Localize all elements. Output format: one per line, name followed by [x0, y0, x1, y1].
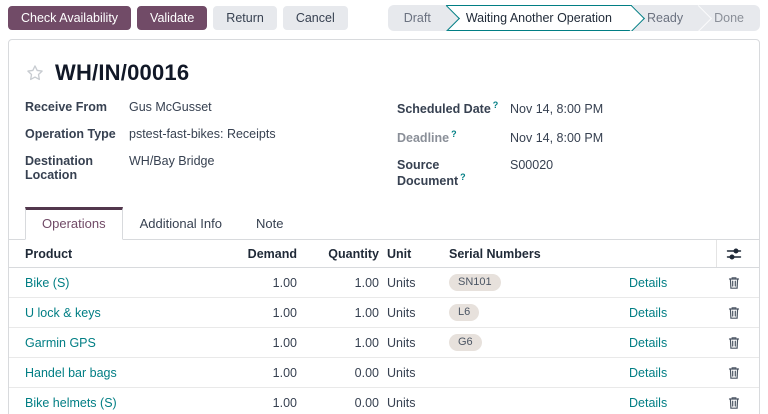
column-header-quantity[interactable]: Quantity	[328, 246, 379, 261]
help-icon[interactable]: ?	[460, 172, 466, 183]
table-body: Bike (S) 1.00 1.00 Units SN101 Details	[9, 268, 759, 414]
validate-button[interactable]: Validate	[137, 6, 208, 30]
status-step-done[interactable]: Done	[714, 11, 744, 25]
return-button[interactable]: Return	[213, 6, 277, 30]
tab-additional-info[interactable]: Additional Info	[139, 216, 222, 232]
column-header-unit[interactable]: Unit	[387, 246, 412, 261]
field-label: Deadline?	[397, 129, 457, 146]
tab-note[interactable]: Note	[256, 216, 284, 232]
unit-value: Units	[387, 365, 416, 380]
unit-value: Units	[387, 275, 416, 290]
field-deadline: Deadline? Nov 14, 8:00 PM	[397, 129, 743, 145]
status-pipeline: Draft Waiting Another Operation Ready Do…	[387, 5, 760, 31]
unit-value: Units	[387, 335, 416, 350]
table-row[interactable]: Handel bar bags 1.00 0.00 Units Details	[9, 358, 759, 389]
field-label: Destination Location	[25, 154, 94, 182]
favorite-star-icon[interactable]	[25, 63, 45, 83]
cancel-button[interactable]: Cancel	[282, 6, 348, 30]
product-link[interactable]: Bike (S)	[25, 275, 70, 290]
demand-value[interactable]: 1.00	[272, 365, 297, 380]
serial-number-badge[interactable]: L6	[449, 304, 480, 322]
delete-row-icon[interactable]	[716, 395, 751, 410]
field-label: Receive From	[25, 100, 107, 114]
status-step-draft[interactable]: Draft	[403, 11, 431, 25]
table-row[interactable]: Bike helmets (S) 1.00 0.00 Units Details	[9, 388, 759, 414]
product-link[interactable]: U lock & keys	[25, 305, 101, 320]
demand-value[interactable]: 1.00	[272, 275, 297, 290]
table-row[interactable]: Garmin GPS 1.00 1.00 Units G6 Details	[9, 328, 759, 359]
destination-location-value[interactable]: WH/Bay Bridge	[129, 154, 215, 168]
operations-table: Product Demand Quantity Unit Serial Numb…	[9, 240, 759, 414]
demand-value[interactable]: 1.00	[272, 305, 297, 320]
field-destination-location: Destination Location WH/Bay Bridge	[25, 154, 397, 182]
field-label: Source Document?	[397, 158, 466, 189]
field-scheduled-date: Scheduled Date? Nov 14, 8:00 PM	[397, 100, 743, 116]
delete-row-icon[interactable]	[716, 335, 751, 350]
top-action-bar: Check Availability Validate Return Cance…	[0, 0, 768, 37]
column-header-demand[interactable]: Demand	[247, 246, 297, 261]
field-source-document: Source Document? S00020	[397, 158, 743, 188]
unit-value: Units	[387, 395, 416, 410]
delete-row-icon[interactable]	[716, 275, 751, 290]
serial-number-badge[interactable]: G6	[449, 334, 482, 352]
delete-row-icon[interactable]	[716, 365, 751, 380]
field-receive-from: Receive From Gus McGusset	[25, 100, 397, 114]
column-header-product[interactable]: Product	[25, 246, 73, 261]
details-button[interactable]: Details	[629, 365, 668, 380]
field-label: Scheduled Date?	[397, 100, 499, 117]
product-link[interactable]: Handel bar bags	[25, 365, 117, 380]
notebook-tabs: Operations Additional Info Note	[9, 206, 759, 241]
details-button[interactable]: Details	[629, 275, 668, 290]
details-button[interactable]: Details	[629, 305, 668, 320]
help-icon[interactable]: ?	[492, 100, 499, 110]
unit-value: Units	[387, 305, 416, 320]
optional-columns-icon[interactable]	[716, 240, 751, 268]
help-icon[interactable]: ?	[451, 129, 457, 140]
quantity-value[interactable]: 1.00	[354, 305, 379, 320]
table-header-row: Product Demand Quantity Unit Serial Numb…	[9, 240, 759, 269]
details-button[interactable]: Details	[629, 395, 668, 410]
form-sheet: WH/IN/00016 Receive From Gus McGusset Op…	[8, 39, 760, 414]
tab-operations[interactable]: Operations	[25, 207, 123, 241]
status-step-waiting-another-operation[interactable]: Waiting Another Operation	[445, 5, 632, 31]
product-link[interactable]: Bike helmets (S)	[25, 395, 117, 410]
scheduled-date-value[interactable]: Nov 14, 8:00 PM	[510, 102, 604, 117]
table-row[interactable]: Bike (S) 1.00 1.00 Units SN101 Details	[9, 268, 759, 299]
receive-from-value[interactable]: Gus McGusset	[129, 100, 212, 114]
demand-value[interactable]: 1.00	[272, 395, 297, 410]
delete-row-icon[interactable]	[716, 305, 751, 320]
column-header-serial-numbers[interactable]: Serial Numbers	[449, 246, 541, 261]
quantity-value[interactable]: 0.00	[354, 365, 379, 380]
check-availability-button[interactable]: Check Availability	[8, 6, 132, 30]
product-link[interactable]: Garmin GPS	[25, 335, 96, 350]
source-document-value[interactable]: S00020	[510, 158, 554, 173]
table-row[interactable]: U lock & keys 1.00 1.00 Units L6 Details	[9, 298, 759, 329]
demand-value[interactable]: 1.00	[272, 335, 297, 350]
deadline-value[interactable]: Nov 14, 8:00 PM	[510, 131, 604, 146]
operation-type-value[interactable]: pstest-fast-bikes: Receipts	[129, 127, 276, 141]
quantity-value[interactable]: 1.00	[354, 335, 379, 350]
action-buttons: Check Availability Validate Return Cance…	[8, 6, 348, 30]
field-label: Operation Type	[25, 127, 116, 141]
field-groups: Receive From Gus McGusset Operation Type…	[9, 96, 759, 188]
record-title[interactable]: WH/IN/00016	[55, 60, 190, 85]
details-button[interactable]: Details	[629, 335, 668, 350]
status-step-ready[interactable]: Ready	[646, 11, 684, 25]
serial-number-badge[interactable]: SN101	[449, 274, 501, 292]
field-operation-type: Operation Type pstest-fast-bikes: Receip…	[25, 127, 397, 141]
quantity-value[interactable]: 1.00	[354, 275, 379, 290]
quantity-value[interactable]: 0.00	[354, 395, 379, 410]
